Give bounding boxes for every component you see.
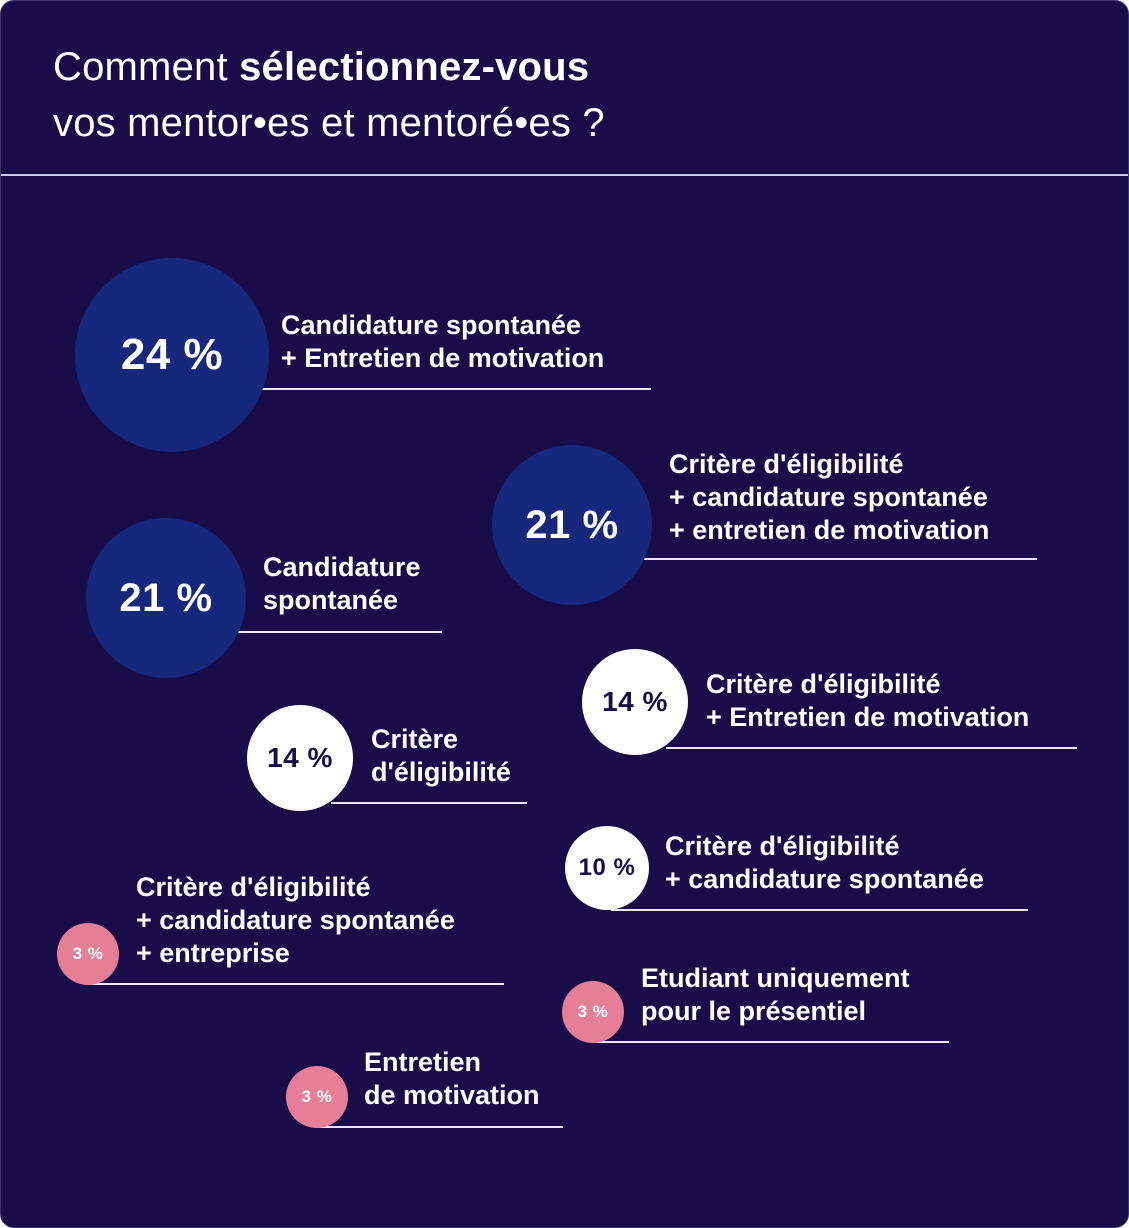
percentage-bubble: 14 % bbox=[247, 705, 353, 811]
title-line-1: Comment sélectionnez-vous bbox=[53, 39, 605, 95]
bubble-label: Critère d'éligibilité + candidature spont… bbox=[136, 871, 455, 970]
label-underline bbox=[236, 388, 651, 390]
percentage-bubble: 3 % bbox=[562, 981, 624, 1043]
percentage-bubble: 24 % bbox=[75, 258, 269, 452]
label-underline bbox=[666, 747, 1077, 749]
bubble-label-line: spontanée bbox=[263, 585, 399, 615]
bubble-label-line: + candidature spontanée bbox=[665, 864, 984, 894]
bubble-label: Candidature spontanée bbox=[263, 551, 421, 617]
percentage-bubble: 10 % bbox=[565, 826, 649, 910]
percentage-bubble: 3 % bbox=[286, 1066, 348, 1128]
title-bold-text: sélectionnez-vous bbox=[239, 45, 590, 89]
percentage-bubble: 21 % bbox=[86, 518, 246, 678]
title-light-text: Comment bbox=[53, 45, 228, 89]
bubble-label: Critère d'éligibilité + candidature spont… bbox=[669, 448, 989, 547]
bubble-label: Critère d'éligibilité bbox=[371, 723, 511, 789]
bubble-label-line: Critère d'éligibilité bbox=[136, 872, 371, 902]
page-title: Comment sélectionnez-vous vos mentor•es … bbox=[53, 39, 605, 151]
percentage-bubble: 14 % bbox=[582, 649, 688, 755]
bubble-label: Etudiant uniquement pour le présentiel bbox=[641, 962, 909, 1028]
title-divider bbox=[1, 174, 1128, 176]
bubble-label-line: Critère d'éligibilité bbox=[706, 669, 941, 699]
bubble-label-line: + Entretien de motivation bbox=[706, 702, 1030, 732]
bubble-label-line: Candidature bbox=[263, 552, 421, 582]
bubble-label-line: d'éligibilité bbox=[371, 757, 511, 787]
label-underline bbox=[594, 1041, 949, 1043]
bubble-label-line: Candidature spontanée bbox=[281, 310, 582, 340]
bubble-label-line: + candidature spontanée bbox=[136, 905, 455, 935]
bubble-label-line: Entretien bbox=[364, 1047, 482, 1077]
bubble-label-line: + Entretien de motivation bbox=[281, 343, 605, 373]
bubble-label: Critère d'éligibilité + Entretien de moti… bbox=[706, 668, 1029, 734]
label-underline bbox=[317, 1126, 563, 1128]
percentage-bubble: 21 % bbox=[492, 445, 652, 605]
percentage-bubble: 3 % bbox=[57, 923, 119, 985]
bubble-label-line: Etudiant uniquement bbox=[641, 963, 910, 993]
bubble-label-line: + entretien de motivation bbox=[669, 515, 990, 545]
bubble-label: Critère d'éligibilité + candidature spont… bbox=[665, 830, 984, 896]
label-underline bbox=[224, 631, 442, 633]
label-underline bbox=[629, 558, 1037, 560]
bubble-label-line: Critère d'éligibilité bbox=[665, 831, 900, 861]
label-underline bbox=[331, 802, 527, 804]
label-underline bbox=[611, 909, 1028, 911]
bubble-label-line: Critère d'éligibilité bbox=[669, 449, 904, 479]
bubble-label: Entretien de motivation bbox=[364, 1046, 540, 1112]
bubble-label-line: + entreprise bbox=[136, 938, 290, 968]
bubble-label-line: de motivation bbox=[364, 1080, 540, 1110]
bubble-label: Candidature spontanée + Entretien de moti… bbox=[281, 309, 604, 375]
bubble-label-line: + candidature spontanée bbox=[669, 482, 988, 512]
title-line-2: vos mentor•es et mentoré•es ? bbox=[53, 101, 605, 145]
bubble-label-line: pour le présentiel bbox=[641, 996, 867, 1026]
bubble-label-line: Critère bbox=[371, 724, 459, 754]
label-underline bbox=[89, 983, 504, 985]
